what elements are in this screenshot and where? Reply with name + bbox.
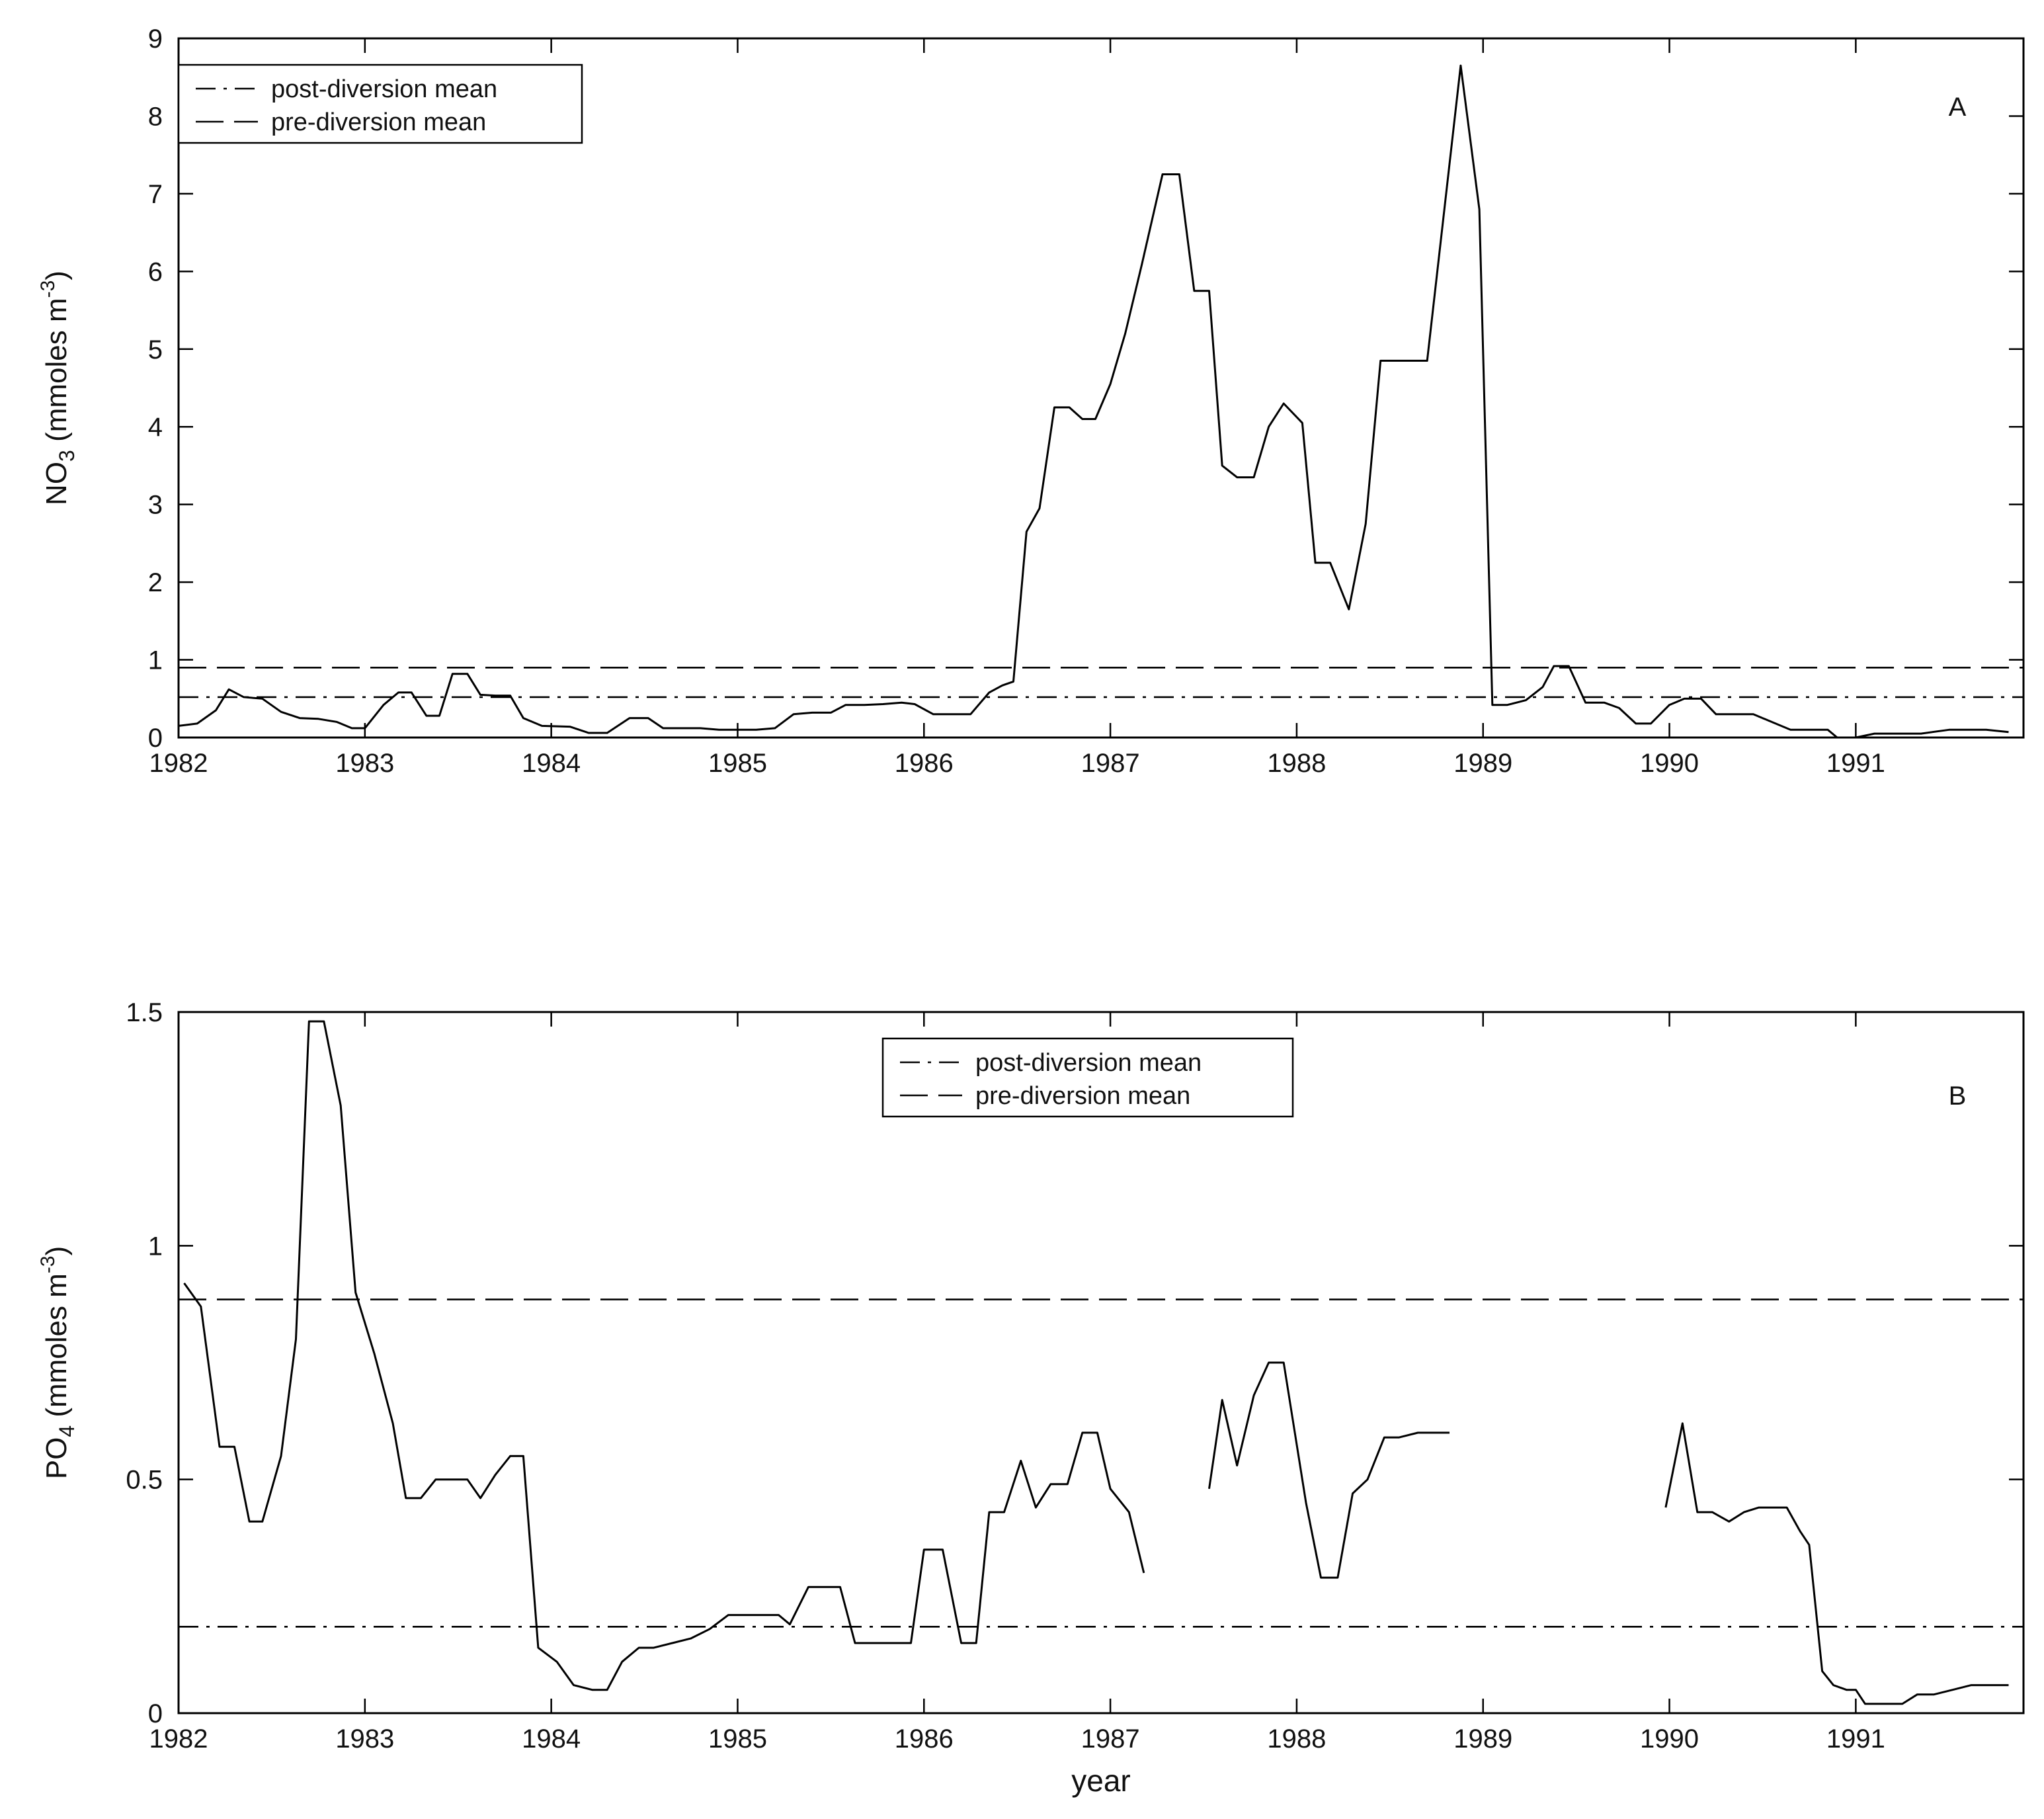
x-tick-label: 1988 <box>1267 749 1326 778</box>
x-tick-label: 1982 <box>149 1724 208 1754</box>
panel-b: 1982 1983 1984 1985 1986 1987 1988 1989 1990 1991… <box>37 998 2025 1798</box>
y-tick-label: 0 <box>148 724 163 753</box>
x-tick-label: 1985 <box>708 1724 767 1754</box>
y-tick-label: 8 <box>148 102 163 131</box>
x-tick-label: 1984 <box>522 1724 581 1754</box>
x-tick-label: 1990 <box>1640 749 1699 778</box>
y-axis-label-part: NO <box>40 462 73 505</box>
y-axis-label-part: (mmoles m <box>40 1273 73 1425</box>
x-tick-label: 1989 <box>1453 1724 1512 1754</box>
x-tick-label: 1984 <box>522 749 581 778</box>
legend-label: post-diversion mean <box>975 1049 1202 1077</box>
series-line-segment-1 <box>183 1020 1145 1691</box>
x-tick-label: 1987 <box>1081 749 1140 778</box>
y-axis-label-part: 4 <box>55 1425 79 1437</box>
x-tick-label: 1990 <box>1640 1724 1699 1754</box>
y-tick-label: 0.5 <box>126 1466 163 1495</box>
legend-box <box>881 1037 1294 1118</box>
axes-frame <box>177 37 2025 739</box>
axes-frame <box>177 1011 2025 1714</box>
y-axis-label-part: ) <box>40 1246 73 1256</box>
y-axis-label-part: -3 <box>37 280 59 298</box>
panel-a: 1982 1983 1984 1985 1986 1987 1988 1989 1990 1991… <box>37 24 2025 778</box>
y-tick-label: 1 <box>148 646 163 675</box>
plot-area <box>183 1020 2009 1705</box>
y-axis-label-part: (mmoles m <box>40 298 73 450</box>
x-tick-label: 1983 <box>335 1724 394 1754</box>
y-axis-label-part: -3 <box>37 1255 59 1273</box>
y-tick-label: 6 <box>148 257 163 286</box>
x-tick-label: 1987 <box>1081 1724 1140 1754</box>
y-tick-label: 9 <box>148 24 163 54</box>
x-tick-label: 1988 <box>1267 1724 1326 1754</box>
x-tick-label: 1986 <box>895 1724 954 1754</box>
y-tick-label: 5 <box>148 335 163 364</box>
x-tick-label: 1983 <box>335 749 394 778</box>
y-axis-label: NO3 (mmoles m-3) <box>37 271 79 505</box>
y-tick-label: 4 <box>148 413 163 442</box>
y-axis-label-part: PO <box>40 1437 73 1480</box>
x-tick-label: 1989 <box>1453 749 1512 778</box>
y-tick-label: 0 <box>148 1699 163 1728</box>
x-tick-label: 1985 <box>708 749 767 778</box>
series-line-segment-2 <box>1208 1361 1450 1579</box>
y-tick-label: 3 <box>148 491 163 520</box>
legend-box <box>177 63 583 144</box>
x-tick-label: 1986 <box>895 749 954 778</box>
legend: post-diversion mean pre-diversion mean <box>881 1037 1294 1118</box>
panel-label: A <box>1949 93 1967 122</box>
plot-area <box>179 64 2009 738</box>
legend-label: pre-diversion mean <box>271 108 486 136</box>
legend-label: pre-diversion mean <box>975 1082 1190 1110</box>
legend: post-diversion mean pre-diversion mean <box>177 63 583 144</box>
y-tick-label: 1 <box>148 1232 163 1261</box>
x-tick-label: 1991 <box>1826 1724 1885 1754</box>
series-line-segment-3 <box>1664 1422 2009 1705</box>
y-axis-label-part: 3 <box>55 450 79 462</box>
series-line-segment-1 <box>179 64 2009 738</box>
panel-label: B <box>1949 1081 1967 1111</box>
y-tick-label: 1.5 <box>126 998 163 1027</box>
y-tick-label: 7 <box>148 180 163 209</box>
x-tick-label: 1982 <box>149 749 208 778</box>
x-tick-label: 1991 <box>1826 749 1885 778</box>
x-axis-label: year <box>1071 1763 1130 1798</box>
y-tick-label: 2 <box>148 568 163 597</box>
legend-label: post-diversion mean <box>271 75 497 103</box>
y-axis-label: PO4 (mmoles m-3) <box>37 1246 79 1480</box>
y-axis-label-part: ) <box>40 271 73 280</box>
